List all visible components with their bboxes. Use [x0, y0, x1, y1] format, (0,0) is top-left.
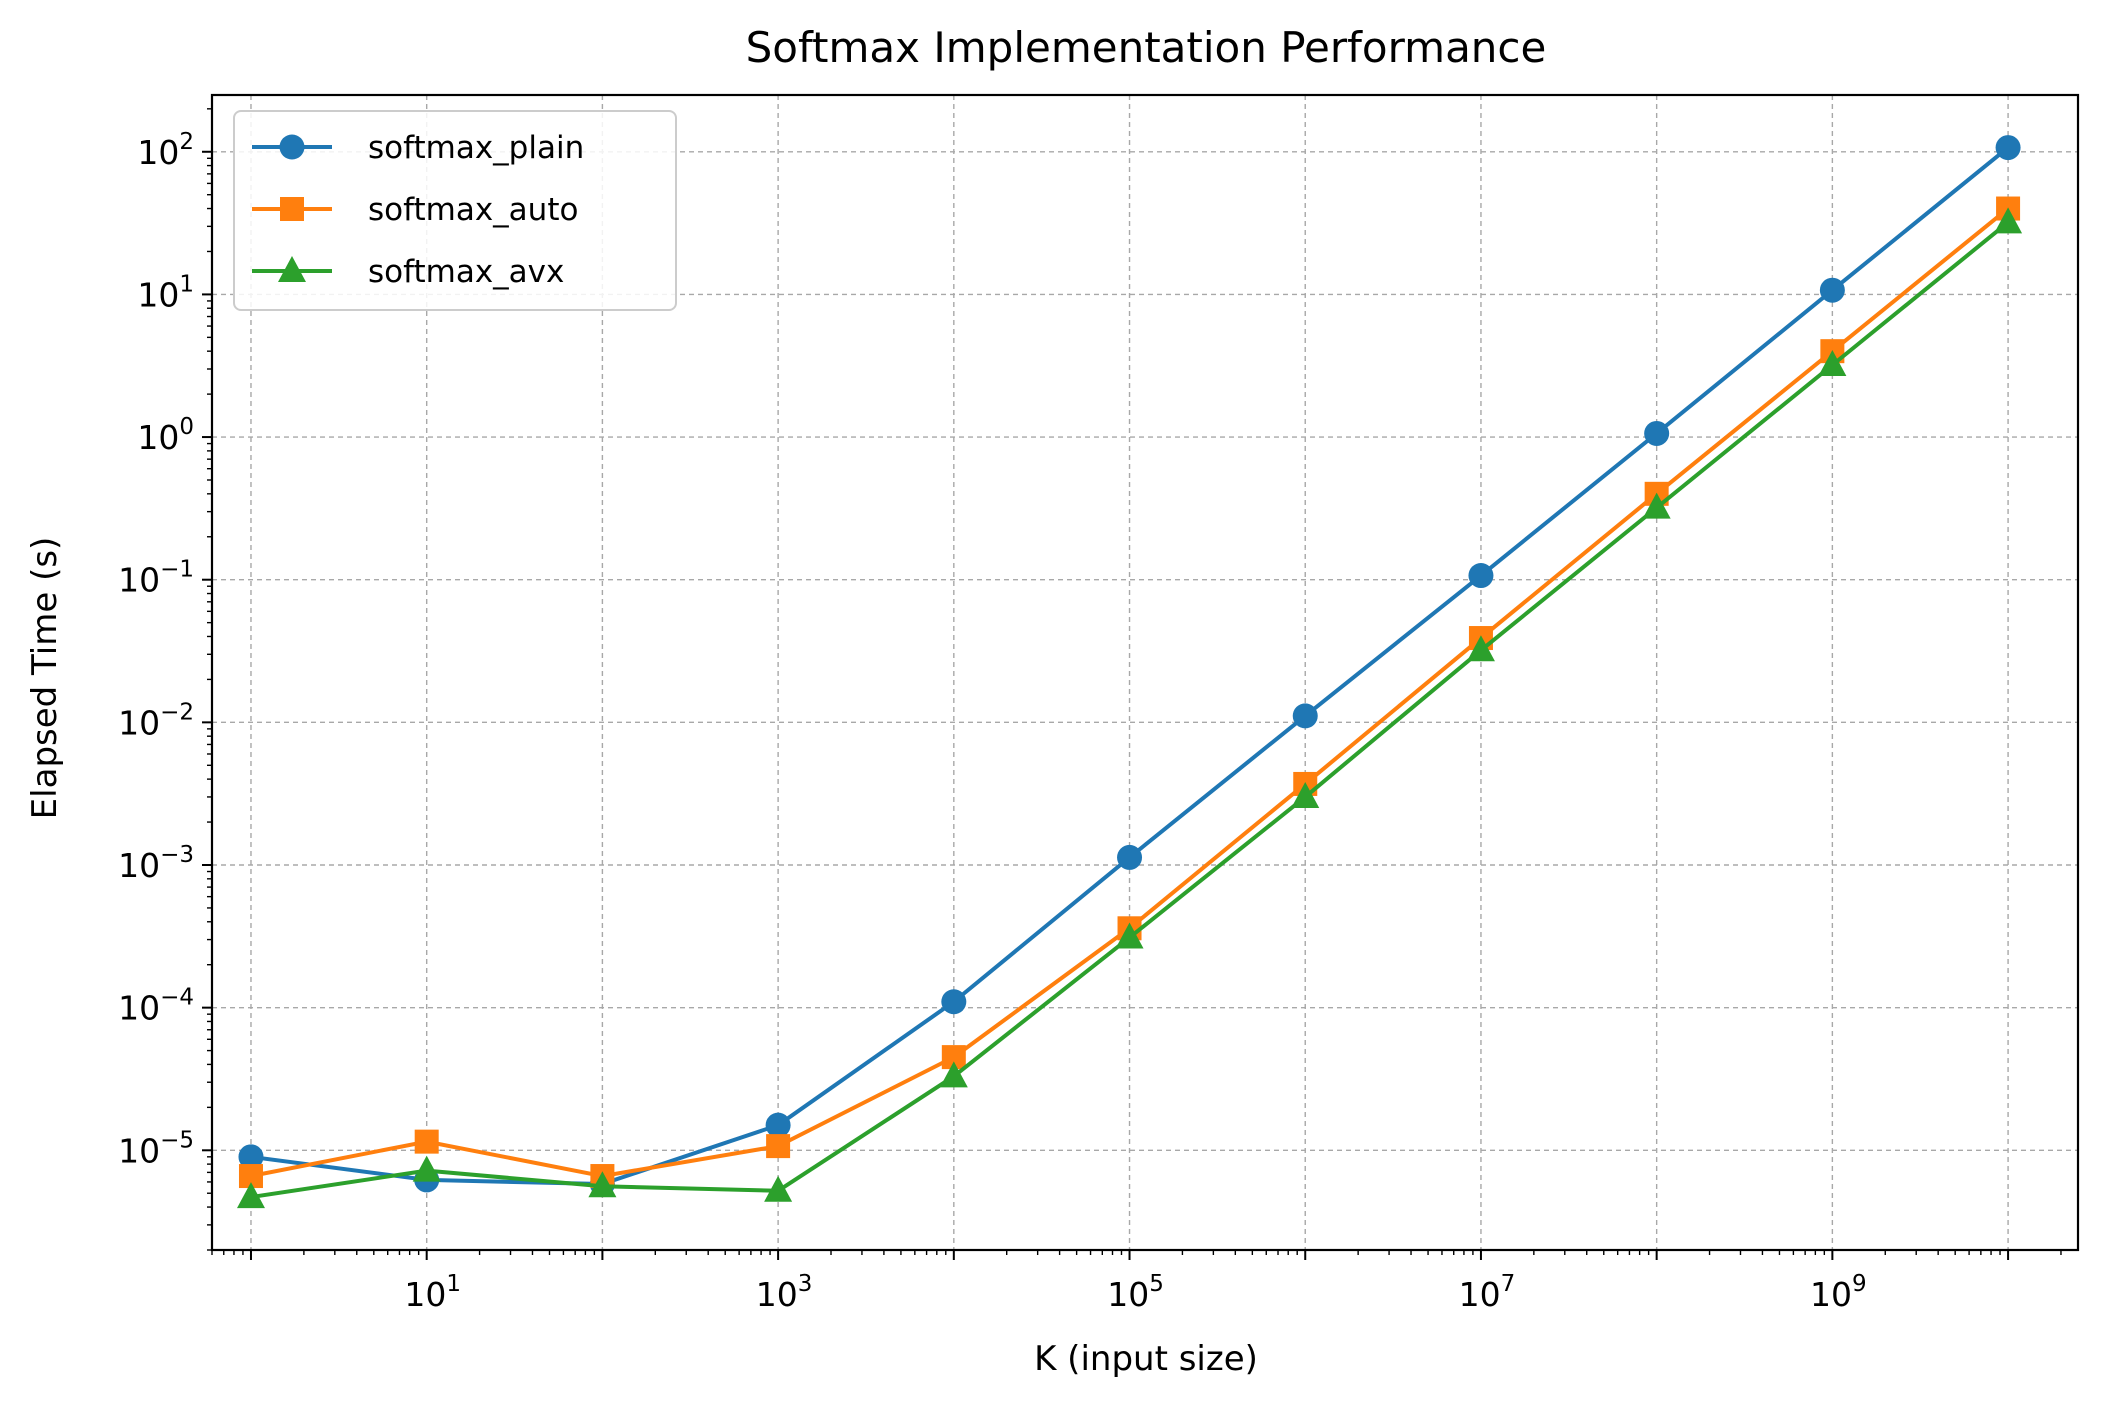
legend-box [233, 110, 677, 311]
y-tick-label: 100 [137, 414, 194, 457]
y-tick-label: 10−5 [118, 1127, 194, 1170]
data-point-softmax_avx [1115, 922, 1144, 949]
x-tick-label: 105 [1107, 1271, 1164, 1314]
data-point-softmax_plain [1292, 703, 1318, 729]
y-tick-label: 102 [137, 129, 194, 172]
plot-frame [210, 93, 2080, 1252]
data-point-softmax_avx [1466, 635, 1495, 662]
data-point-softmax_auto [414, 1129, 439, 1154]
x-tick-label: 109 [1810, 1271, 1867, 1314]
y-tick-label: 10−1 [118, 557, 194, 600]
data-point-softmax_plain [1644, 420, 1670, 446]
axis-ticks: 101 103 105 107 109 10−5 10−4 10−3 10−2 10−1 100 10… [118, 129, 2010, 1314]
legend-marker-softmax_avx [278, 256, 306, 282]
data-point-softmax_plain [941, 989, 967, 1015]
legend-marker-softmax_auto [280, 197, 304, 221]
data-point-softmax_avx [764, 1175, 793, 1202]
plot-area [236, 135, 2023, 1209]
data-point-softmax_avx [1642, 492, 1671, 519]
data-point-softmax_avx [588, 1171, 617, 1198]
data-point-softmax_plain [1995, 135, 2021, 161]
data-point-softmax_avx [939, 1061, 968, 1088]
data-point-softmax_plain [765, 1112, 791, 1138]
legend: softmax_plain softmax_auto softmax_avx [233, 110, 677, 311]
legend-label-softmax_avx: softmax_avx [368, 254, 564, 290]
x-tick-label: 101 [404, 1271, 461, 1314]
legend-label-softmax_auto: softmax_auto [368, 192, 578, 228]
data-point-softmax_plain [238, 1144, 264, 1170]
x-axis-label: K (input size) [1034, 1339, 1258, 1379]
data-point-softmax_plain [1117, 844, 1143, 870]
data-point-softmax_avx [1291, 781, 1320, 808]
data-point-softmax_avx [1994, 207, 2023, 234]
y-tick-label: 10−4 [118, 985, 194, 1028]
chart-title: Softmax Implementation Performance [746, 23, 1547, 72]
series-softmax_avx [236, 207, 2023, 1209]
data-point-softmax_plain [1468, 563, 1494, 589]
y-axis-label: Elapsed Time (s) [25, 537, 65, 820]
data-point-softmax_auto [238, 1164, 263, 1189]
data-point-softmax_plain [1819, 277, 1845, 303]
y-tick-label: 10−3 [118, 842, 194, 885]
legend-marker-softmax_plain [279, 134, 305, 160]
data-point-softmax_avx [1818, 350, 1847, 377]
x-tick-label: 103 [756, 1271, 813, 1314]
data-point-softmax_avx [412, 1155, 441, 1182]
data-point-softmax_avx [236, 1182, 265, 1209]
legend-label-softmax_plain: softmax_plain [368, 130, 584, 166]
data-point-softmax_auto [766, 1134, 791, 1159]
y-tick-label: 101 [137, 271, 194, 314]
y-tick-label: 10−2 [118, 699, 194, 742]
x-tick-label: 107 [1459, 1271, 1516, 1314]
